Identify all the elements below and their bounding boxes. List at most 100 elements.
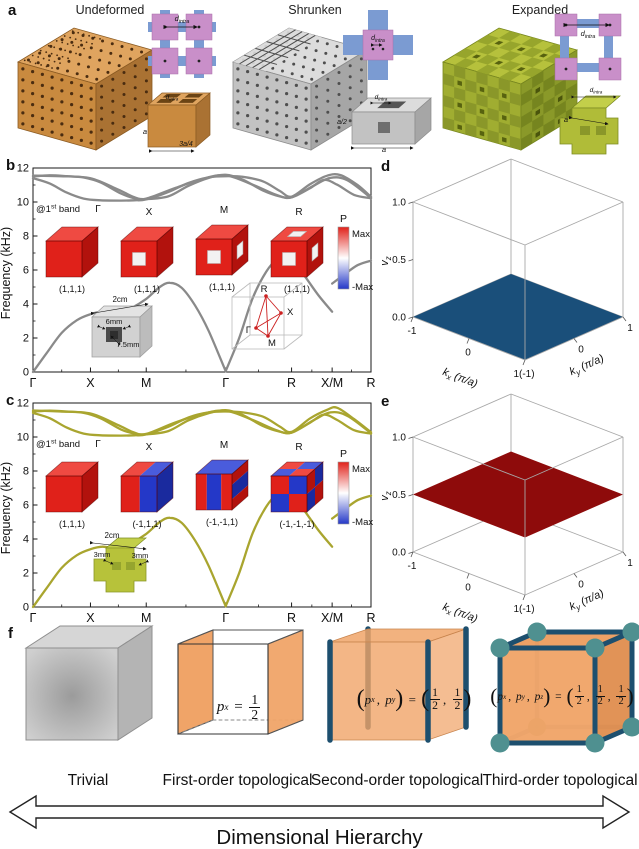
hole-dot [42,57,45,60]
formula-op: , [508,690,514,703]
checker-cell [454,48,477,59]
hole-dot [31,103,35,107]
mode-parity-label: (-1,-1,1) [206,517,238,527]
z-tick-label: 0.5 [392,255,406,266]
panel-a-graphics: dintra dintra dintra dintra a 3a/4 dintra a/2 a d… [0,0,639,163]
formula-var: p [385,691,392,707]
unitcell-top [571,95,621,109]
hole-dot [79,105,83,109]
formula-op: = [552,690,565,703]
dimension-arrow [103,558,114,565]
hole-dot [88,55,92,59]
hole-dot [53,60,56,63]
x-tick [522,594,526,601]
lattice-line [239,29,296,65]
formula-sub: x [224,702,229,713]
hole-dot [337,93,341,96]
lattice-line [266,41,300,52]
panel-label-b: b [6,157,16,174]
checker-hole [502,92,507,99]
checker-hole [494,40,504,45]
mode-cube-right [315,462,323,487]
hole-dot [324,51,328,55]
panel-e-surface-plot: 0.0 0.5 1.0 -1 0 1(-1) 0 1 kx (π/a) ky (π/a) vz [375,390,639,630]
mode-window [207,250,221,264]
corner-node [490,733,510,753]
hole-dot [64,49,67,52]
mode-window [311,242,319,262]
surface-chart-d: 0.0 0.5 1.0 -1 0 1(-1) 0 1 kx (π/a) ky (π/a) vz [379,158,633,390]
connector-arm [368,10,388,30]
checker-cell [498,60,522,71]
hole-dot [21,122,25,126]
checker-cell [476,44,499,55]
hole-dot [315,139,319,143]
bz-path [265,295,282,314]
connector-arm [368,60,388,80]
hole-dot [255,94,259,98]
hole-dot [50,75,54,79]
hole-front [378,122,390,133]
checker-hole [535,130,541,138]
mode-cube-right [307,487,315,512]
formula-var: p [216,699,225,716]
hole-dot [71,30,74,33]
hole-dot [275,122,279,126]
mode-window [236,240,244,260]
hole-dot [144,90,148,94]
hole-dot [58,47,61,50]
hole-dot [122,71,126,74]
x-tick-label: 0 [465,583,471,594]
hole-dot [304,130,308,134]
hole-dot [348,108,352,112]
unitcell-right [195,92,211,148]
z-tick [408,201,414,204]
hole-dot [122,115,126,118]
box-edge [510,393,624,438]
x-tick-label: R [287,611,296,625]
panel-f-hierarchy [0,620,639,785]
connector-tab [160,73,170,78]
hole-dot [45,51,48,54]
hole-dot [255,116,259,120]
hole-dot [29,60,32,63]
checker-cell [454,109,466,124]
panel-label-c: c [6,392,15,409]
cube-edge [177,719,214,735]
hole-dot [83,47,85,50]
panel-a-svg: dintra dintra dintra dintra a 3a/4 dintra a/2 a d… [17,10,622,155]
checker-cell [498,99,510,114]
formula-paren: ) [626,684,634,708]
checker-cell [532,114,544,133]
connector-tab [194,39,204,44]
hole-dot [343,57,347,61]
mode-parity-label: (-1,1,1) [132,519,161,529]
checker-cell [487,107,499,122]
hole-dot [79,116,83,120]
hole-dot [144,57,148,61]
hole-dot [99,49,103,53]
x-tick [466,338,470,344]
hole-dot [255,105,259,109]
hole-dot [285,114,289,118]
hole-dot [80,43,84,47]
unitcell-front [147,104,197,148]
hole-dot [265,130,269,134]
hole-dot [89,86,93,90]
hole-dot [246,81,250,85]
unit-label: dintra [166,94,179,102]
band-chart-b: 0 2 4 6 8 10 12 Γ X M Γ R X/M R Frequency (kHz) @1st ba… [0,163,376,391]
connector-tab [194,10,204,15]
mode-cube-top [196,225,248,239]
mode-point-label: Γ [95,439,101,450]
hole-dot [326,77,330,81]
connector-tab [160,44,170,49]
checker-cell [509,113,521,128]
hole-dot [100,95,104,99]
checker-cell [443,95,455,110]
hole-dot [99,37,101,40]
hole-dot [265,86,269,90]
y-tick-label: 12 [17,163,29,175]
